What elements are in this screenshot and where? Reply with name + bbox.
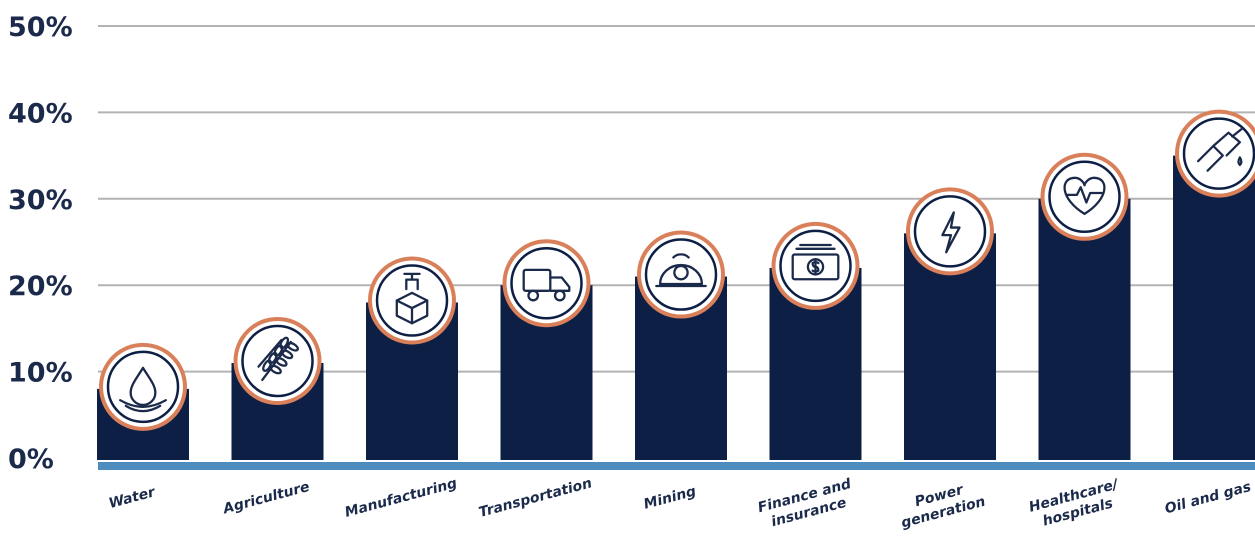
category-label: Agriculture — [221, 479, 312, 518]
x-axis-baseline — [98, 462, 1255, 470]
category-label: Water — [107, 484, 158, 512]
bar — [1173, 155, 1255, 460]
lightning-bolt-icon — [906, 187, 994, 276]
category-label: Oil and gas — [1163, 479, 1253, 517]
y-tick-label: 0% — [8, 444, 54, 475]
heart-pulse-icon — [1040, 152, 1129, 241]
category-label: Mining — [642, 483, 698, 512]
fuel-nozzle-icon — [1175, 109, 1255, 198]
truck-icon — [502, 239, 591, 328]
category-label: Transportation — [477, 475, 594, 521]
category-label: Manufacturing — [343, 475, 459, 520]
category-labels: Water Agriculture Manufacturing Transportat… — [107, 475, 1253, 533]
y-axis-tick-labels: 0% 10% 20% 30% 40% 50% — [8, 12, 73, 475]
y-tick-label: 40% — [8, 98, 73, 129]
mining-helmet-icon — [637, 230, 725, 319]
y-tick-label: 10% — [8, 358, 73, 389]
y-tick-label: 50% — [8, 12, 73, 43]
wheat-icon — [233, 316, 322, 405]
y-tick-label: 30% — [8, 185, 73, 216]
category-label: Finance andinsurance — [756, 476, 858, 533]
package-robot-arm-icon — [368, 256, 456, 345]
y-tick-label: 20% — [8, 271, 73, 302]
category-label: Healthcare/hospitals — [1027, 476, 1126, 532]
category-label: Powergeneration — [895, 477, 987, 531]
water-drop-icon — [99, 342, 187, 431]
bar-icons — [99, 109, 1255, 431]
bar — [1038, 198, 1131, 461]
banknote-icon — [771, 221, 860, 310]
